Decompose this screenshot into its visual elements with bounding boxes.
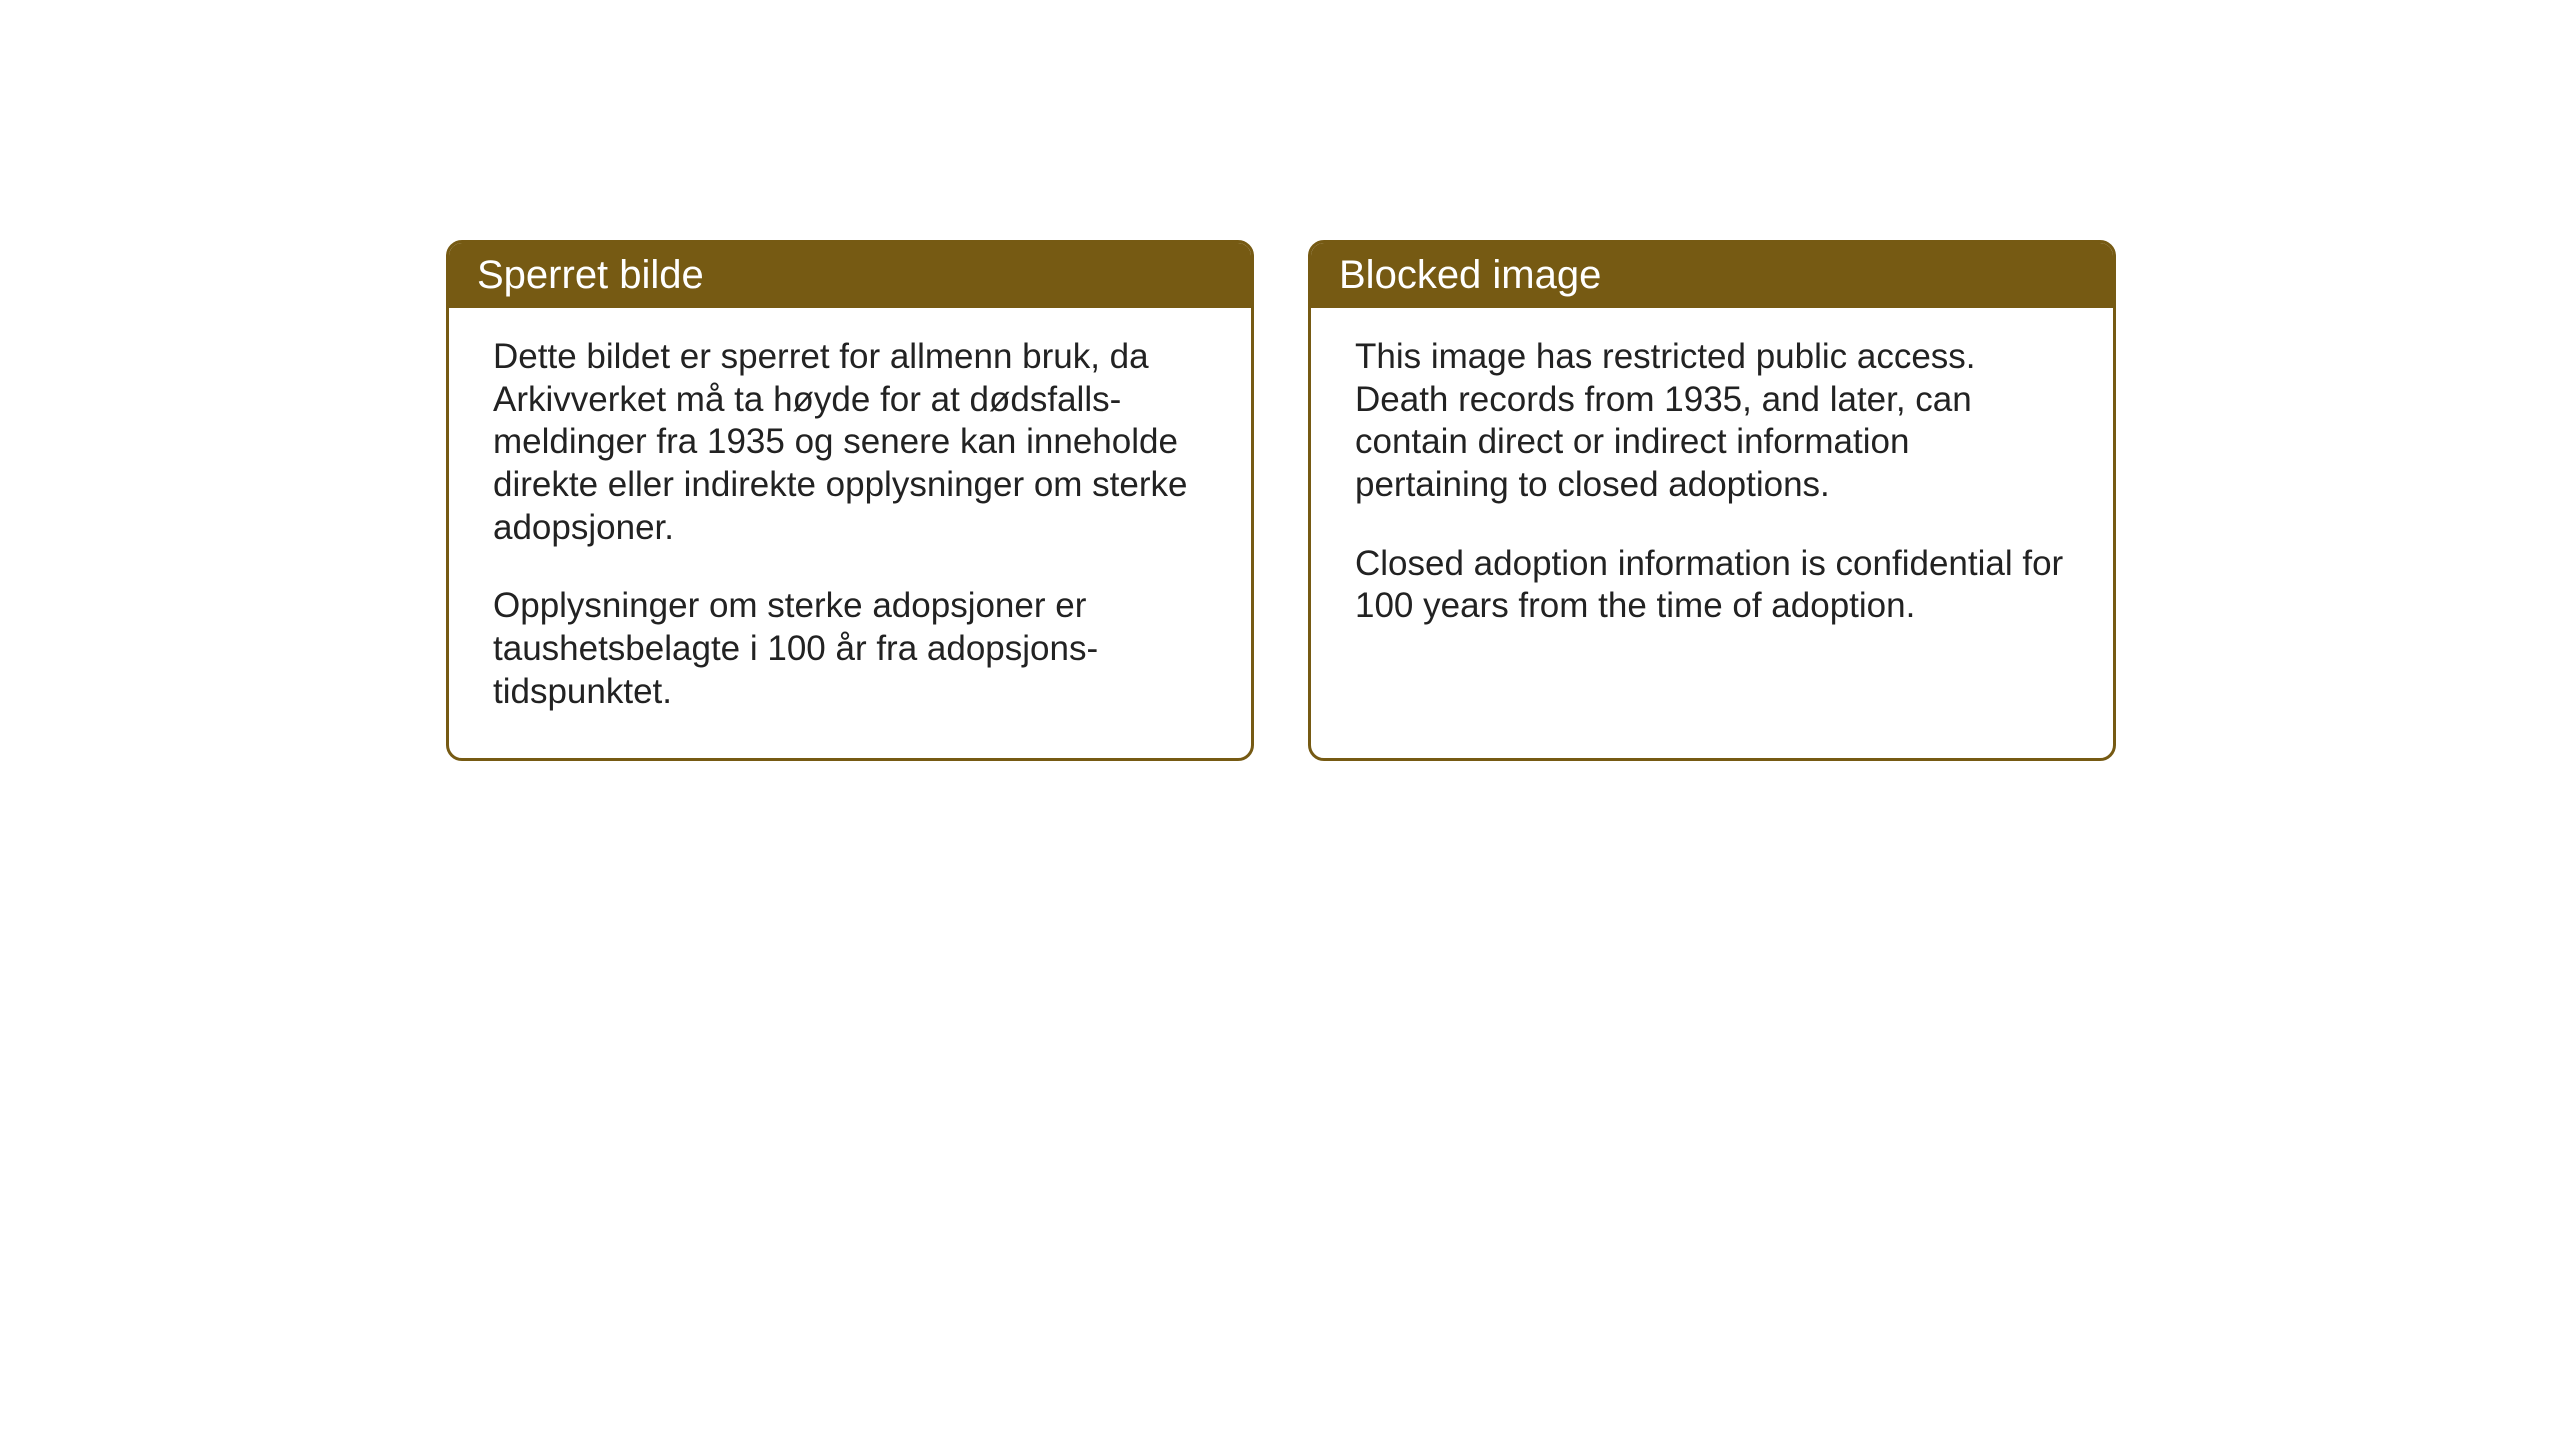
english-paragraph-2: Closed adoption information is confident… [1355,543,2069,628]
norwegian-notice-card: Sperret bilde Dette bildet er sperret fo… [446,240,1254,761]
english-card-title: Blocked image [1339,253,1601,297]
english-paragraph-1: This image has restricted public access.… [1355,336,2069,507]
english-card-body: This image has restricted public access.… [1311,308,2113,672]
norwegian-paragraph-1: Dette bildet er sperret for allmenn bruk… [493,336,1207,549]
english-notice-card: Blocked image This image has restricted … [1308,240,2116,761]
norwegian-card-title: Sperret bilde [477,253,704,297]
norwegian-card-body: Dette bildet er sperret for allmenn bruk… [449,308,1251,758]
norwegian-card-header: Sperret bilde [449,243,1251,308]
notice-container: Sperret bilde Dette bildet er sperret fo… [446,240,2116,761]
norwegian-paragraph-2: Opplysninger om sterke adopsjoner er tau… [493,585,1207,713]
english-card-header: Blocked image [1311,243,2113,308]
